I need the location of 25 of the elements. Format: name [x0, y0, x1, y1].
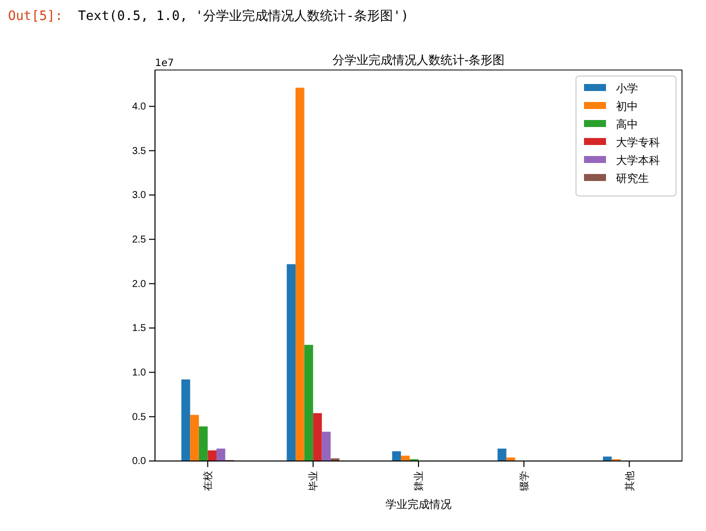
x-tick-label: 肄业	[413, 471, 425, 491]
legend-label: 研究生	[616, 172, 649, 185]
text: 1e7	[155, 58, 174, 69]
y-tick-label: 3.0	[132, 190, 146, 202]
y-tick-label: 4.0	[132, 102, 146, 113]
y-tick-label: 2.5	[132, 234, 146, 246]
text: Text(0.5, 1.0, '分学业完成情况人数统计-条形图')	[78, 8, 409, 24]
y-tick-label: 1.0	[132, 368, 146, 379]
x-axis-title: 学业完成情况	[386, 498, 452, 511]
legend-label: 小学	[616, 82, 638, 95]
x-tick-label: 在校	[202, 471, 214, 491]
chart-title: 分学业完成情况人数统计-条形图	[332, 53, 505, 67]
legend-label: 高中	[616, 118, 638, 131]
x-tick-label: 辍学	[518, 471, 530, 491]
y-tick-label: 2.0	[132, 278, 146, 290]
legend-label: 初中	[616, 100, 638, 113]
y-tick-label: 1.5	[132, 323, 146, 334]
y-tick-label: 3.5	[132, 146, 146, 157]
x-tick-label: 毕业	[308, 471, 320, 491]
x-tick-label: 其他	[624, 471, 636, 491]
y-tick-label: 0.5	[132, 412, 146, 423]
legend-label: 大学本科	[616, 154, 660, 167]
text: Out[5]:	[8, 9, 63, 24]
y-tick-label: 0.0	[132, 456, 146, 468]
legend-label: 大学专科	[616, 136, 660, 149]
